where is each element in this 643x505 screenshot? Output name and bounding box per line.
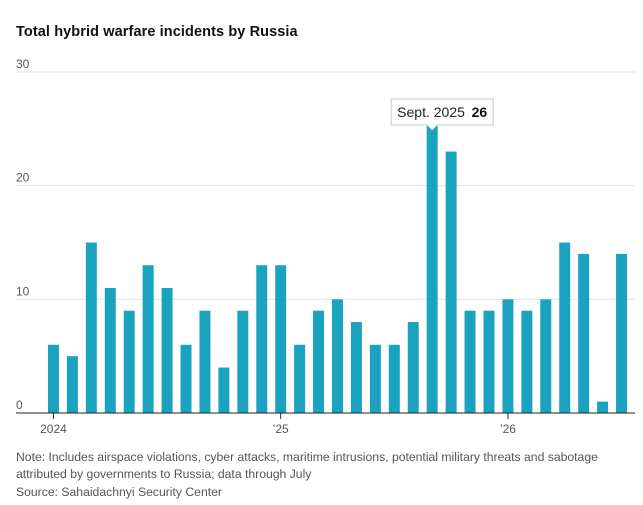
bar-2024-09[interactable] — [199, 310, 211, 413]
bar-2026-01[interactable] — [502, 299, 514, 413]
bar-2025-08[interactable] — [407, 322, 419, 413]
bar-2025-01[interactable] — [275, 265, 287, 413]
y-tick-label-30: 30 — [16, 57, 30, 71]
y-tick-label-10: 10 — [16, 284, 30, 298]
tooltip-date: Sept. 2025 — [397, 104, 465, 120]
bar-2025-07[interactable] — [388, 344, 400, 413]
y-tick-label-0: 0 — [16, 398, 23, 412]
x-tick-label-2024-01: 2024 — [40, 422, 67, 436]
bar-2025-10[interactable] — [445, 151, 457, 414]
bar-2025-04[interactable] — [332, 299, 343, 413]
bar-2025-02[interactable] — [294, 344, 306, 413]
bar-2024-12[interactable] — [256, 265, 268, 413]
bar-2026-07[interactable] — [616, 253, 628, 413]
bar-2026-04[interactable] — [559, 242, 571, 414]
bar-2024-03[interactable] — [85, 242, 97, 414]
bar-2025-09[interactable] — [426, 117, 438, 413]
bar-2024-07[interactable] — [161, 287, 173, 413]
bar-2024-08[interactable] — [180, 344, 192, 413]
bar-2026-06[interactable] — [597, 401, 609, 413]
bar-2024-02[interactable] — [66, 356, 78, 413]
gridlines — [16, 71, 635, 300]
bar-2026-02[interactable] — [521, 310, 533, 413]
bar-chart: 0 10 20 30 2024 ’25 ’26 Sept. 2025 26 — [16, 57, 635, 436]
bar-2025-05[interactable] — [350, 322, 362, 413]
tooltip[interactable]: Sept. 2025 26 — [390, 98, 494, 131]
chart-source: Source: Sahaidachnyi Security Center — [16, 485, 222, 499]
x-axis-ticks: 2024 ’25 ’26 — [40, 413, 516, 436]
x-tick-label-2026-01: ’26 — [500, 422, 516, 436]
bars — [47, 117, 628, 414]
bar-2024-01[interactable] — [47, 344, 59, 413]
y-axis-ticks: 0 10 20 30 — [16, 57, 30, 412]
chart-title: Total hybrid warfare incidents by Russia — [16, 24, 298, 40]
chart-note: Note: Includes airspace violations, cybe… — [16, 450, 598, 481]
tooltip-box — [390, 98, 494, 126]
bar-2025-12[interactable] — [483, 310, 495, 413]
bar-2025-06[interactable] — [369, 344, 381, 413]
bar-2024-05[interactable] — [123, 310, 135, 413]
bar-2026-03[interactable] — [540, 299, 552, 413]
bar-2024-11[interactable] — [237, 310, 249, 413]
bar-2024-10[interactable] — [218, 367, 230, 413]
tooltip-value: 26 — [472, 104, 488, 120]
bar-2025-11[interactable] — [464, 310, 476, 413]
bar-2024-06[interactable] — [142, 265, 154, 413]
bar-2026-05[interactable] — [578, 253, 590, 413]
y-tick-label-20: 20 — [16, 171, 30, 185]
bar-2024-04[interactable] — [104, 287, 116, 413]
bar-2025-03[interactable] — [313, 310, 325, 413]
x-tick-label-2025-01: ’25 — [273, 422, 289, 436]
